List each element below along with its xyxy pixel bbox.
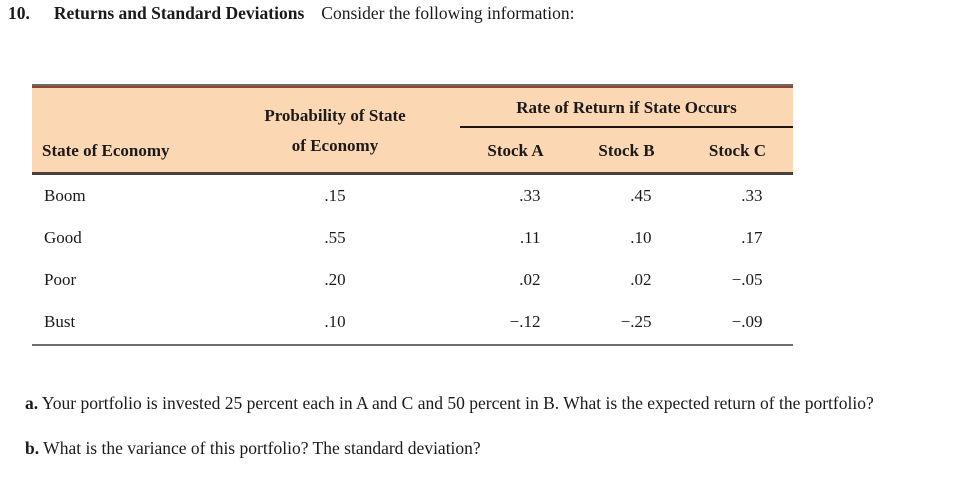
stock-b-cell: −.25 bbox=[571, 312, 682, 332]
question-b-label: b. bbox=[25, 438, 40, 458]
stock-a-value: .02 bbox=[519, 270, 541, 289]
table-bottom-rule bbox=[32, 344, 793, 346]
probability-header-line2: of Economy bbox=[291, 136, 379, 155]
problem-title: Returns and Standard Deviations bbox=[53, 3, 305, 23]
stock-b-cell: .45 bbox=[571, 186, 682, 206]
stock-b-value: −.25 bbox=[620, 312, 652, 331]
probability-cell: .10 bbox=[324, 312, 346, 331]
table-header-separator-rule bbox=[32, 172, 793, 175]
table-header-row: State of Economy Probability of State of… bbox=[32, 88, 793, 172]
stock-a-cell: .11 bbox=[460, 228, 571, 248]
col-header-stock-b: Stock B bbox=[598, 141, 655, 160]
state-cell: Boom bbox=[44, 186, 86, 205]
state-cell: Poor bbox=[44, 270, 77, 289]
state-cell: Bust bbox=[44, 312, 76, 331]
stock-a-cell: −.12 bbox=[460, 312, 571, 332]
probability-header-line1: Probability of State bbox=[264, 106, 406, 125]
stock-c-cell: .17 bbox=[682, 228, 793, 248]
stock-b-value: .02 bbox=[630, 270, 652, 289]
stock-a-value: .11 bbox=[519, 228, 541, 247]
question-b: b. What is the variance of this portfoli… bbox=[25, 432, 920, 465]
stock-a-cell: .02 bbox=[460, 270, 571, 290]
table-row-good: Good .55 .11 .10 .17 bbox=[32, 217, 793, 259]
question-a: a. Your portfolio is invested 25 percent… bbox=[25, 387, 920, 420]
stock-b-value: .45 bbox=[630, 186, 652, 205]
rate-of-return-group-header: Rate of Return if State Occurs Stock A S… bbox=[460, 88, 793, 172]
stock-c-cell: −.05 bbox=[682, 270, 793, 290]
probability-cell: .15 bbox=[324, 186, 346, 205]
table-row-bust: Bust .10 −.12 −.25 −.09 bbox=[32, 301, 793, 343]
table-row-boom: Boom .15 .33 .45 .33 bbox=[32, 175, 793, 217]
stock-c-cell: −.09 bbox=[682, 312, 793, 332]
returns-table: State of Economy Probability of State of… bbox=[32, 84, 793, 346]
problem-intro: Consider the following information: bbox=[321, 3, 575, 23]
col-header-state-label: State of Economy bbox=[42, 141, 170, 160]
rate-group-title: Rate of Return if State Occurs bbox=[516, 98, 737, 117]
problem-number: 10. bbox=[8, 3, 30, 23]
stock-a-value: −.12 bbox=[509, 312, 541, 331]
stock-a-cell: .33 bbox=[460, 186, 571, 206]
probability-cell: .55 bbox=[324, 228, 346, 247]
table-top-rule bbox=[32, 84, 793, 88]
col-header-probability: Probability of State of Economy bbox=[210, 88, 460, 172]
problem-heading: 10. Returns and Standard Deviations Consid… bbox=[8, 3, 575, 24]
stock-c-value: .17 bbox=[741, 228, 763, 247]
stock-c-value: −.09 bbox=[731, 312, 763, 331]
col-header-stock-c: Stock C bbox=[708, 141, 767, 160]
stock-b-cell: .10 bbox=[571, 228, 682, 248]
stock-b-cell: .02 bbox=[571, 270, 682, 290]
stock-c-value: .33 bbox=[741, 186, 763, 205]
stock-c-value: −.05 bbox=[731, 270, 763, 289]
probability-cell: .20 bbox=[324, 270, 346, 289]
stock-b-value: .10 bbox=[630, 228, 652, 247]
table-body: Boom .15 .33 .45 .33 Good .55 .11 .10 .1… bbox=[32, 175, 793, 343]
stock-a-value: .33 bbox=[519, 186, 541, 205]
state-cell: Good bbox=[44, 228, 82, 247]
col-header-stock-a: Stock A bbox=[487, 141, 544, 160]
stock-c-cell: .33 bbox=[682, 186, 793, 206]
rate-group-underline bbox=[460, 126, 793, 128]
stock-headers-row: Stock A Stock B Stock C bbox=[460, 128, 793, 172]
question-a-text: Your portfolio is invested 25 percent ea… bbox=[41, 393, 874, 413]
col-header-state-of-economy: State of Economy bbox=[32, 88, 210, 172]
question-b-text: What is the variance of this portfolio? … bbox=[43, 438, 481, 458]
question-list: a. Your portfolio is invested 25 percent… bbox=[25, 387, 920, 465]
table-row-poor: Poor .20 .02 .02 −.05 bbox=[32, 259, 793, 301]
question-a-label: a. bbox=[25, 393, 39, 413]
